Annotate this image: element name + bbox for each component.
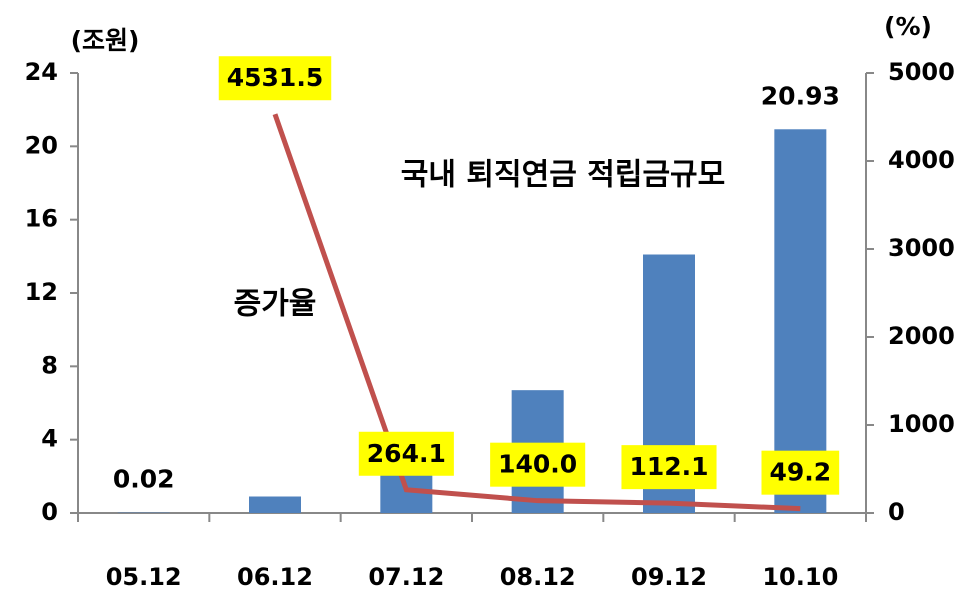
y-tick-label: 24 xyxy=(25,58,58,86)
data-label: 49.2 xyxy=(769,458,831,487)
data-label: 4531.5 xyxy=(227,63,323,92)
label-box xyxy=(358,431,454,476)
bar xyxy=(774,129,827,514)
x-tick-label: 08.12 xyxy=(500,563,576,591)
bar xyxy=(249,496,301,513)
annotation: 증가율 xyxy=(234,287,317,322)
data-label: 140.0 xyxy=(498,450,577,479)
y-tick-label: 0 xyxy=(41,498,58,526)
y2-tick-label: 5000 xyxy=(888,58,955,86)
x-tick-label: 05.12 xyxy=(106,563,182,591)
y2-tick-label: 1000 xyxy=(888,410,955,438)
y-tick-label: 8 xyxy=(41,351,58,379)
label-box xyxy=(218,56,332,101)
y-tick-label: 16 xyxy=(25,205,58,233)
y2-tick-label: 3000 xyxy=(888,234,955,262)
x-tick-label: 07.12 xyxy=(368,563,444,591)
x-tick-label: 06.12 xyxy=(237,563,313,591)
x-tick-label: 09.12 xyxy=(631,563,707,591)
y-axis-label: (조원) xyxy=(71,26,140,55)
label-box xyxy=(490,442,586,487)
x-tick-label: 10.10 xyxy=(762,563,838,591)
y2-tick-label: 0 xyxy=(888,498,905,526)
y2-axis-label: (%) xyxy=(884,12,932,41)
y2-tick-label: 4000 xyxy=(888,146,955,174)
y-tick-label: 4 xyxy=(41,425,58,453)
data-label: 112.1 xyxy=(629,452,708,481)
label-box xyxy=(761,450,840,495)
label-box xyxy=(621,445,717,490)
data-label: 0.02 xyxy=(113,465,175,494)
data-label: 20.93 xyxy=(761,81,840,110)
line xyxy=(272,113,801,512)
y-tick-label: 20 xyxy=(25,131,58,159)
annotation: 국내 퇴직연금 적립금규모 xyxy=(401,158,726,193)
y-tick-label: 12 xyxy=(25,278,58,306)
y2-tick-label: 2000 xyxy=(888,322,955,350)
data-label: 264.1 xyxy=(367,439,446,468)
